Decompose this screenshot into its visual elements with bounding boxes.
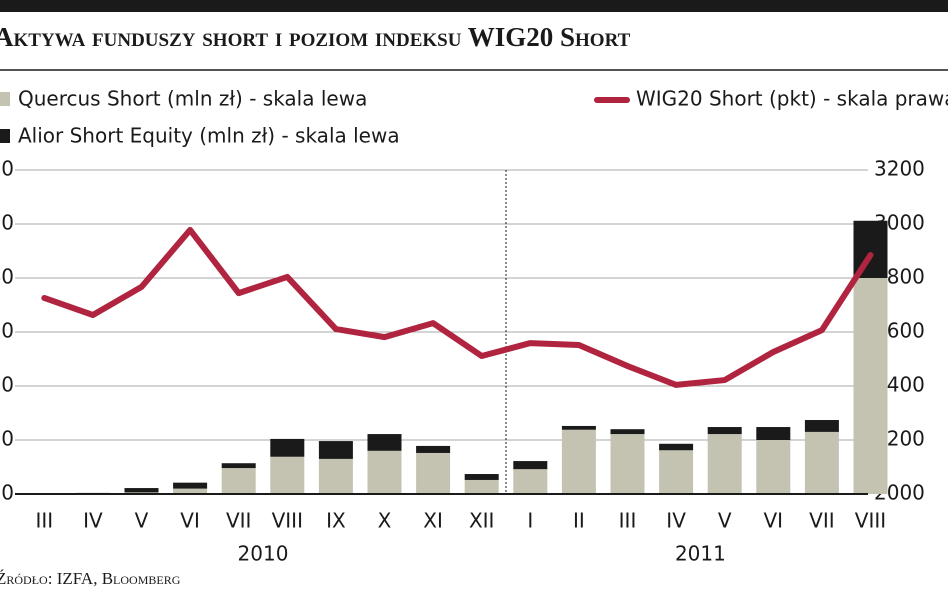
bar xyxy=(707,427,742,435)
bar xyxy=(659,450,694,494)
bar xyxy=(173,488,208,494)
x-tick-label: IX xyxy=(326,509,346,533)
bar xyxy=(804,420,839,432)
x-tick-label: XII xyxy=(469,509,495,533)
bar xyxy=(853,278,888,494)
x-tick-label: VIII xyxy=(272,509,303,533)
top-band xyxy=(0,0,948,12)
bar xyxy=(659,443,694,451)
bar xyxy=(270,438,305,457)
bar xyxy=(610,429,645,435)
bar xyxy=(221,468,256,494)
x-tick-label: XI xyxy=(423,509,443,533)
bar xyxy=(513,469,548,494)
x-tick-label: VI xyxy=(764,509,784,533)
bar xyxy=(416,452,451,494)
bar xyxy=(367,450,402,494)
bar xyxy=(707,434,742,494)
bar xyxy=(464,474,499,480)
legend-label: WIG20 Short (pkt) - skala prawa xyxy=(636,87,948,111)
bar xyxy=(756,427,791,440)
bar xyxy=(561,429,596,494)
x-tick-label: VIII xyxy=(855,509,886,533)
bar xyxy=(270,456,305,494)
bar xyxy=(464,479,499,494)
bar xyxy=(221,463,256,469)
x-tick-label: X xyxy=(378,509,392,533)
x-tick-label: III xyxy=(619,509,637,533)
bar xyxy=(416,445,451,453)
x-tick-label: IV xyxy=(83,509,103,533)
x-tick-label: II xyxy=(573,509,585,533)
bar xyxy=(561,425,596,430)
source: Źródło: IZFA, Bloomberg xyxy=(0,569,181,588)
legend-swatch xyxy=(0,129,10,143)
bar xyxy=(318,441,353,459)
x-tick-label: V xyxy=(718,509,732,533)
legend-label: Alior Short Equity (mln zł) - skala lewa xyxy=(18,124,400,148)
year-label: 2011 xyxy=(675,542,726,566)
bar xyxy=(318,458,353,494)
x-tick-label: III xyxy=(35,509,53,533)
legend-label: Quercus Short (mln zł) - skala lewa xyxy=(18,87,367,111)
bar xyxy=(804,431,839,494)
y2-tick-label: 3200 xyxy=(874,157,925,181)
y-tick-label: 0 xyxy=(1,481,14,505)
legend-swatch xyxy=(0,92,10,106)
x-tick-label: VII xyxy=(809,509,834,533)
y-tick-label: 40 xyxy=(0,265,14,289)
bar xyxy=(367,434,402,451)
y-tick-label: 50 xyxy=(0,211,14,235)
x-tick-label: IV xyxy=(666,509,686,533)
bar xyxy=(173,482,208,489)
x-tick-label: VI xyxy=(180,509,200,533)
bar xyxy=(756,440,791,494)
bar xyxy=(610,434,645,494)
line xyxy=(41,226,874,388)
y-tick-label: 20 xyxy=(0,373,14,397)
y-tick-label: 60 xyxy=(0,157,14,181)
x-tick-label: VII xyxy=(226,509,251,533)
x-tick-label: I xyxy=(527,509,533,533)
chart-title: Aktywa funduszy short i poziom indeksu W… xyxy=(0,22,631,52)
x-tick-label: V xyxy=(135,509,149,533)
y-tick-label: 30 xyxy=(0,319,14,343)
bar xyxy=(513,461,548,470)
y-tick-label: 10 xyxy=(0,427,14,451)
year-label: 2010 xyxy=(238,542,289,566)
bar xyxy=(124,488,159,493)
